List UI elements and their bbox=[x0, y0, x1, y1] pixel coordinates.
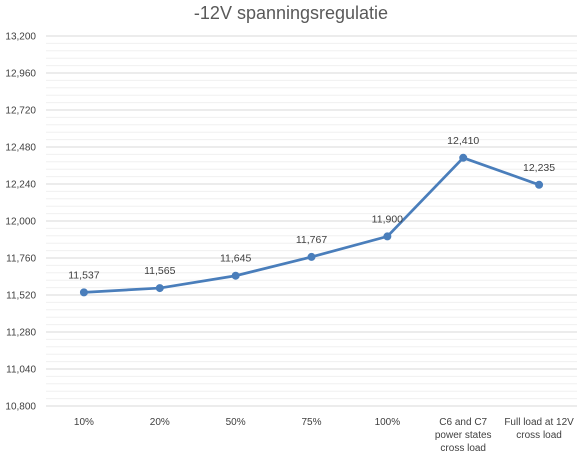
x-tick-label: 50% bbox=[226, 417, 246, 428]
y-tick-label: 10,800 bbox=[5, 402, 36, 413]
x-tick-label: 75% bbox=[301, 417, 321, 428]
y-tick-label: 12,000 bbox=[5, 217, 36, 228]
data-point bbox=[79, 288, 88, 297]
data-label: 11,767 bbox=[296, 234, 327, 246]
data-point bbox=[155, 284, 164, 293]
x-tick-label: 20% bbox=[150, 417, 170, 428]
data-point bbox=[307, 252, 316, 261]
y-tick-label: 12,480 bbox=[5, 143, 36, 154]
y-tick-label: 11,760 bbox=[6, 254, 36, 265]
data-label: 11,900 bbox=[372, 213, 403, 225]
data-point bbox=[231, 271, 240, 280]
x-tick-label: C6 and C7 power states cross load bbox=[435, 417, 492, 454]
y-tick-label: 11,280 bbox=[6, 328, 36, 339]
x-tick-label: Full load at 12V cross load bbox=[504, 417, 574, 441]
y-tick-label: 11,040 bbox=[6, 365, 36, 376]
data-label: 11,565 bbox=[144, 265, 175, 277]
y-tick-label: 11,520 bbox=[6, 291, 36, 302]
data-labels: 11,537 11,565 11,645 11,767 11,900 12,410 12,2… bbox=[68, 135, 555, 282]
data-label: 11,537 bbox=[68, 269, 99, 281]
data-points bbox=[79, 153, 544, 297]
x-tick-label: 10% bbox=[74, 417, 94, 428]
data-label: 11,645 bbox=[220, 253, 251, 265]
data-point bbox=[459, 153, 468, 162]
y-tick-label: 12,240 bbox=[5, 180, 36, 191]
data-point bbox=[535, 180, 544, 189]
chart-title: -12V spanningsregulatie bbox=[194, 3, 388, 23]
x-tick-label: 100% bbox=[375, 417, 401, 428]
x-axis-tick-labels: 10% 20% 50% 75% 100% C6 and C7 power states cro… bbox=[74, 417, 574, 454]
y-tick-label: 12,720 bbox=[5, 106, 36, 117]
data-label: 12,235 bbox=[523, 162, 555, 174]
data-label: 12,410 bbox=[447, 135, 479, 147]
y-tick-label: 12,960 bbox=[5, 69, 36, 80]
y-axis-tick-labels: 10,800 11,040 11,280 11,520 11,760 12,000 12,2… bbox=[5, 32, 36, 413]
major-gridlines bbox=[46, 35, 577, 407]
data-point bbox=[383, 232, 392, 241]
y-tick-label: 13,200 bbox=[5, 32, 36, 43]
